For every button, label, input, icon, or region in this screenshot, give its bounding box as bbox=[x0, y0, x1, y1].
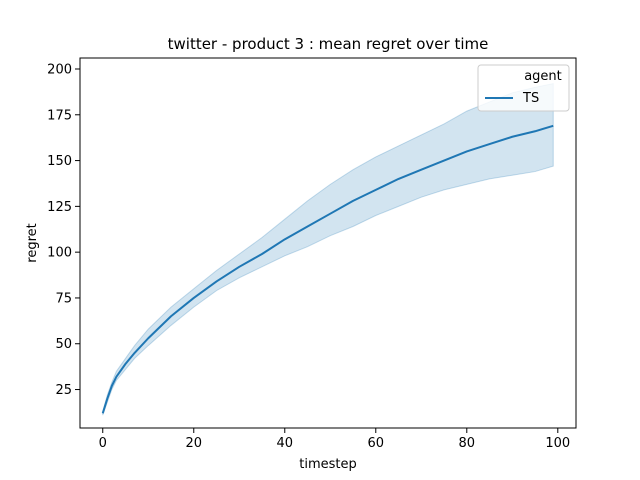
plot-frame bbox=[79, 57, 577, 429]
plot-area bbox=[101, 83, 554, 416]
x-tick-label: 100 bbox=[545, 436, 570, 451]
y-axis-label: regret bbox=[25, 223, 40, 262]
legend-box bbox=[477, 64, 570, 112]
y-tick-label: 150 bbox=[47, 154, 72, 169]
y-tick-label: 200 bbox=[47, 62, 72, 77]
x-tick-label: 80 bbox=[459, 436, 476, 451]
series-ts-line bbox=[101, 124, 554, 414]
series-ts-confidence-band bbox=[102, 83, 554, 416]
x-tick-label: 60 bbox=[368, 436, 385, 451]
x-tick-label: 0 bbox=[99, 436, 107, 451]
y-tick-label: 125 bbox=[47, 200, 72, 215]
axis-ticks: 0 20 40 60 80 100 25 50 75 100 125 150 175 200 bbox=[47, 62, 570, 451]
chart-title: twitter - product 3 : mean regret over t… bbox=[168, 35, 489, 53]
x-tick-label: 40 bbox=[276, 436, 293, 451]
x-tick-label: 20 bbox=[185, 436, 202, 451]
y-tick-label: 75 bbox=[55, 291, 72, 306]
legend-title: agent bbox=[524, 69, 562, 84]
y-tick-label: 100 bbox=[47, 246, 72, 261]
y-tick-label: 50 bbox=[55, 337, 72, 352]
legend-entry-ts: TS bbox=[522, 91, 539, 106]
y-tick-label: 25 bbox=[55, 383, 72, 398]
legend: agent TS bbox=[477, 64, 570, 112]
y-tick-label: 175 bbox=[47, 108, 72, 123]
x-axis-label: timestep bbox=[299, 457, 357, 472]
